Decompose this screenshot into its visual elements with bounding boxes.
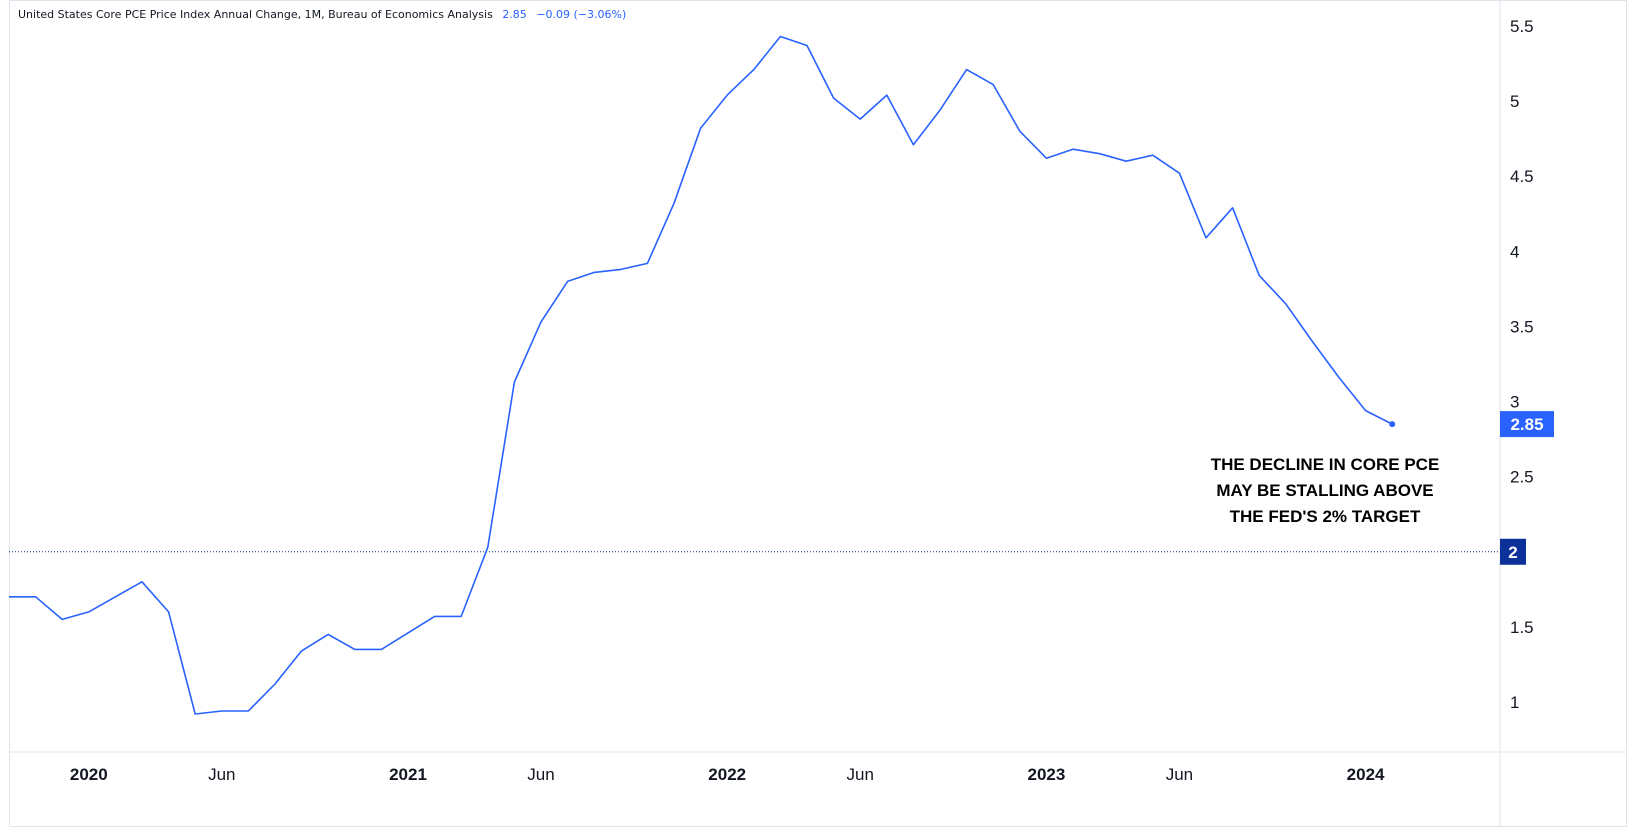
data-point bbox=[247, 710, 249, 712]
x-axis: 2020 Jun 2021 Jun 2022 Jun 2023 Jun 2024 bbox=[9, 751, 1627, 784]
data-point bbox=[141, 581, 143, 583]
y-tick-label: 3 bbox=[1510, 393, 1519, 412]
last-data-point bbox=[1389, 421, 1396, 428]
data-point bbox=[1152, 154, 1154, 156]
target-badge-label: 2 bbox=[1508, 543, 1517, 562]
data-point bbox=[806, 44, 808, 46]
target-badge bbox=[1500, 538, 1526, 565]
data-point bbox=[513, 381, 515, 383]
chart-header: United States Core PCE Price Index Annua… bbox=[18, 8, 626, 21]
data-point bbox=[646, 262, 648, 264]
x-tick-label: Jun bbox=[1166, 765, 1193, 784]
x-tick-label: 2021 bbox=[389, 765, 427, 784]
data-point bbox=[779, 35, 781, 37]
data-point bbox=[1178, 172, 1180, 174]
data-point bbox=[699, 127, 701, 129]
data-point bbox=[965, 68, 967, 70]
data-point bbox=[1045, 157, 1047, 159]
data-point bbox=[912, 143, 914, 145]
data-point bbox=[460, 615, 462, 617]
change-text: −0.09 (−3.06%) bbox=[536, 8, 627, 21]
annotation-line: MAY BE STALLING ABOVE bbox=[1216, 481, 1434, 500]
data-point bbox=[487, 546, 489, 548]
series-line[interactable] bbox=[9, 35, 1393, 715]
chart-frame bbox=[9, 0, 1627, 827]
x-tick-label: Jun bbox=[527, 765, 554, 784]
data-point bbox=[1019, 130, 1021, 132]
data-point bbox=[859, 118, 861, 120]
data-point bbox=[673, 202, 675, 204]
x-tick-label: Jun bbox=[208, 765, 235, 784]
x-tick-label: 2022 bbox=[708, 765, 746, 784]
series-layer bbox=[8, 35, 1396, 715]
data-point bbox=[593, 271, 595, 273]
data-point bbox=[1098, 152, 1100, 154]
data-point bbox=[433, 615, 435, 617]
data-point bbox=[939, 109, 941, 111]
y-tick-label: 2.5 bbox=[1510, 468, 1534, 487]
y-tick-label: 1.5 bbox=[1510, 618, 1534, 637]
x-tick-label: 2024 bbox=[1347, 765, 1385, 784]
y-tick-label: 4.5 bbox=[1510, 167, 1534, 186]
data-point bbox=[1311, 340, 1313, 342]
annotation-line: THE FED'S 2% TARGET bbox=[1229, 507, 1421, 526]
data-point bbox=[194, 713, 196, 715]
last-value-badge bbox=[1500, 411, 1554, 438]
y-tick-label: 1 bbox=[1510, 693, 1519, 712]
data-point bbox=[620, 268, 622, 270]
y-tick-label: 4 bbox=[1510, 242, 1519, 261]
last-value-badge-label: 2.85 bbox=[1510, 415, 1543, 434]
data-point bbox=[221, 710, 223, 712]
data-point bbox=[167, 611, 169, 613]
data-point bbox=[753, 68, 755, 70]
data-point bbox=[1205, 237, 1207, 239]
y-tick-label: 5.5 bbox=[1510, 17, 1534, 36]
data-point bbox=[1125, 160, 1127, 162]
chart-title: United States Core PCE Price Index Annua… bbox=[18, 8, 493, 21]
data-point bbox=[61, 618, 63, 620]
data-point bbox=[34, 596, 36, 598]
x-tick-label: 2023 bbox=[1027, 765, 1065, 784]
data-point bbox=[300, 650, 302, 652]
data-point bbox=[726, 94, 728, 96]
data-point bbox=[1258, 274, 1260, 276]
data-point bbox=[380, 648, 382, 650]
annotation-text: THE DECLINE IN CORE PCE MAY BE STALLING … bbox=[1145, 452, 1505, 530]
data-point bbox=[1364, 409, 1366, 411]
data-point bbox=[407, 632, 409, 634]
data-point bbox=[1338, 376, 1340, 378]
y-tick-label: 5 bbox=[1510, 92, 1519, 111]
data-point bbox=[1231, 207, 1233, 209]
data-point bbox=[274, 683, 276, 685]
data-point bbox=[566, 280, 568, 282]
data-point bbox=[1072, 148, 1074, 150]
data-point bbox=[88, 611, 90, 613]
data-point bbox=[832, 97, 834, 99]
y-tick-label: 3.5 bbox=[1510, 317, 1534, 336]
data-point bbox=[8, 596, 10, 598]
value-badges: 2.85 2 bbox=[1500, 411, 1554, 565]
data-point bbox=[886, 94, 888, 96]
annotation-line: THE DECLINE IN CORE PCE bbox=[1210, 455, 1440, 474]
data-point bbox=[540, 321, 542, 323]
data-point bbox=[327, 633, 329, 635]
data-point bbox=[992, 83, 994, 85]
x-tick-label: 2020 bbox=[70, 765, 108, 784]
data-point bbox=[354, 648, 356, 650]
x-tick-label: Jun bbox=[846, 765, 873, 784]
data-point bbox=[1285, 303, 1287, 305]
data-point bbox=[114, 596, 116, 598]
last-value-text: 2.85 bbox=[502, 8, 527, 21]
